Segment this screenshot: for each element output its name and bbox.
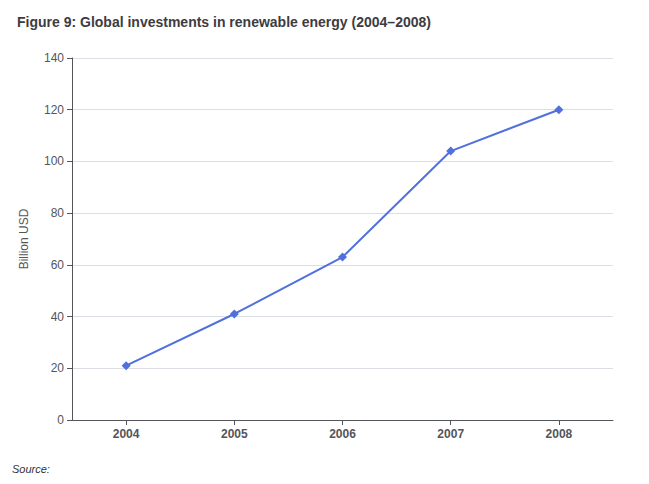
svg-text:100: 100: [44, 154, 64, 168]
svg-text:Source:: Source:: [12, 463, 50, 475]
svg-text:20: 20: [51, 361, 65, 375]
svg-text:Billion USD: Billion USD: [17, 208, 31, 269]
svg-text:80: 80: [51, 206, 65, 220]
svg-text:2008: 2008: [546, 427, 573, 441]
svg-text:2006: 2006: [329, 427, 356, 441]
svg-text:2004: 2004: [113, 427, 140, 441]
svg-text:2005: 2005: [221, 427, 248, 441]
svg-text:140: 140: [44, 51, 64, 65]
svg-text:60: 60: [51, 258, 65, 272]
svg-text:40: 40: [51, 310, 65, 324]
svg-text:0: 0: [57, 413, 64, 427]
svg-text:2007: 2007: [437, 427, 464, 441]
svg-text:120: 120: [44, 103, 64, 117]
svg-text:Figure 9: Global investments i: Figure 9: Global investments in renewabl…: [17, 14, 431, 30]
